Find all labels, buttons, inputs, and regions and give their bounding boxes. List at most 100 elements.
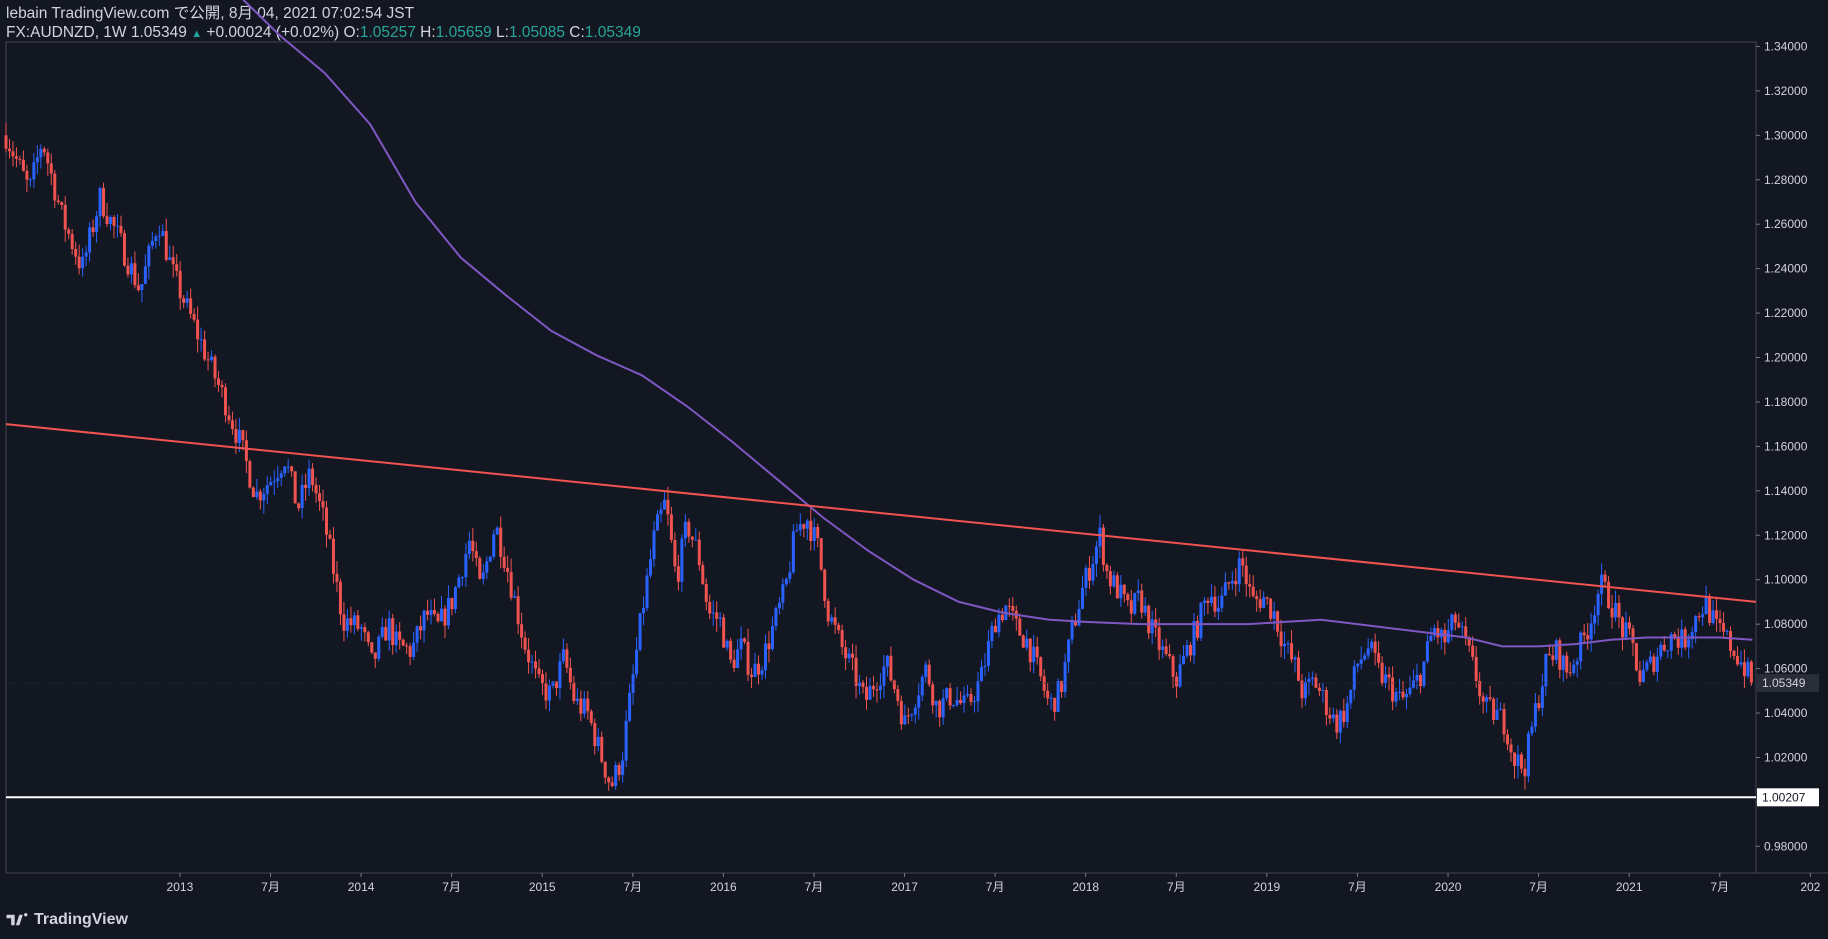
current-price-tag [1757,674,1819,693]
candle-body [736,649,740,669]
candle-body [485,561,489,573]
candle-body [1425,641,1429,662]
candle-body [352,615,356,626]
y-tick-label: 1.16000 [1764,439,1808,453]
candle-body [1450,614,1454,631]
candle-body [878,685,882,691]
candle-body [453,587,457,610]
candle-body [1732,650,1736,656]
candle-body [840,630,844,648]
candle-body [189,298,193,314]
last-price: 1.05349 [130,24,187,41]
candle-body [1182,655,1186,665]
candle-body [377,636,381,659]
candle-body [1293,657,1297,660]
tradingview-logo-icon [6,913,28,926]
price-axis[interactable]: 0.980001.000001.020001.040001.060001.080… [1756,39,1819,853]
candle-body [683,521,687,539]
candle-body [293,471,297,504]
drawing-lines-group[interactable] [5,423,1757,799]
candle-body [1251,586,1255,597]
candle-body [1704,596,1708,615]
chart-header: lebain TradingView.com で公開, 8月 04, 2021 … [6,4,641,44]
candle-body [1554,640,1558,660]
brand-text: TradingView [34,911,128,928]
candle-body [509,571,513,598]
candle-body [95,216,99,233]
candle-body [429,610,433,615]
candle-body [596,736,600,747]
candle-body [875,689,879,691]
candle-body [788,572,792,579]
candle-body [527,649,531,663]
candle-body [1039,657,1043,677]
candle-body [1648,656,1652,663]
candle-body [398,631,402,640]
candle-body [199,339,203,341]
candle-body [1373,641,1377,653]
candle-body [356,615,360,629]
symbol-label[interactable]: FX:AUDNZD, 1W [6,24,127,41]
candle-body [1526,733,1530,777]
candle-body [387,618,391,641]
candle-body [35,157,39,163]
candle-body [192,313,196,320]
candle-body [1049,697,1053,699]
candle-body [1655,656,1659,672]
candle-body [262,493,266,501]
time-axis[interactable]: 2013 7月 2014 7月 2015 7月 2016 7月 2017 7月 2018 7月 2019… [167,873,1821,894]
y-tick-label: 1.22000 [1764,306,1808,320]
candle-body [272,481,276,483]
trendline[interactable] [5,423,1757,603]
candle-body [14,156,18,159]
candle-body [338,581,342,615]
candle-body [109,217,113,225]
candle-body [21,159,25,171]
x-tick-label: 7月 [442,880,461,894]
candle-body [1248,584,1252,587]
candle-body [903,715,907,725]
candle-body [1317,687,1321,691]
candle-body [676,566,680,582]
candle-body [1046,690,1050,699]
candle-body [624,720,628,761]
publish-title: lebain TradingView.com で公開, 8月 04, 2021 … [6,5,415,22]
y-tick-label: 1.08000 [1764,617,1808,631]
x-tick-label: 2017 [891,880,918,894]
candle-body [1272,611,1276,619]
candle-body [467,540,471,554]
candle-body [234,428,238,443]
candle-body [938,700,942,718]
candle-body [161,230,165,236]
candle-body [1474,656,1478,681]
candle-body [300,484,304,509]
candle-body [934,700,938,706]
candle-body [63,204,67,230]
candle-body [1600,574,1604,594]
candle-body [1624,622,1628,638]
candle-body [798,524,802,531]
candle-body [419,626,423,631]
candle-body [1551,655,1555,660]
x-tick-label: 2015 [529,880,556,894]
candle-body [1582,632,1586,636]
candle-body [753,663,757,677]
candle-body [112,217,116,226]
candle-body [178,270,182,299]
chart-frame [5,41,1828,874]
x-tick-label: 2020 [1435,880,1462,894]
candle-body [697,539,701,566]
candle-body [457,577,461,588]
candle-body [1418,674,1422,686]
candle-body [659,509,663,515]
candle-body [1171,656,1175,677]
candle-body [74,249,78,257]
high-value: 1.05659 [435,24,492,41]
candle-body [1735,655,1739,665]
candle-body [1265,597,1269,599]
candle-body [1690,632,1694,640]
candle-body [732,659,736,669]
candle-body [1199,603,1203,638]
candle-body [140,284,144,291]
